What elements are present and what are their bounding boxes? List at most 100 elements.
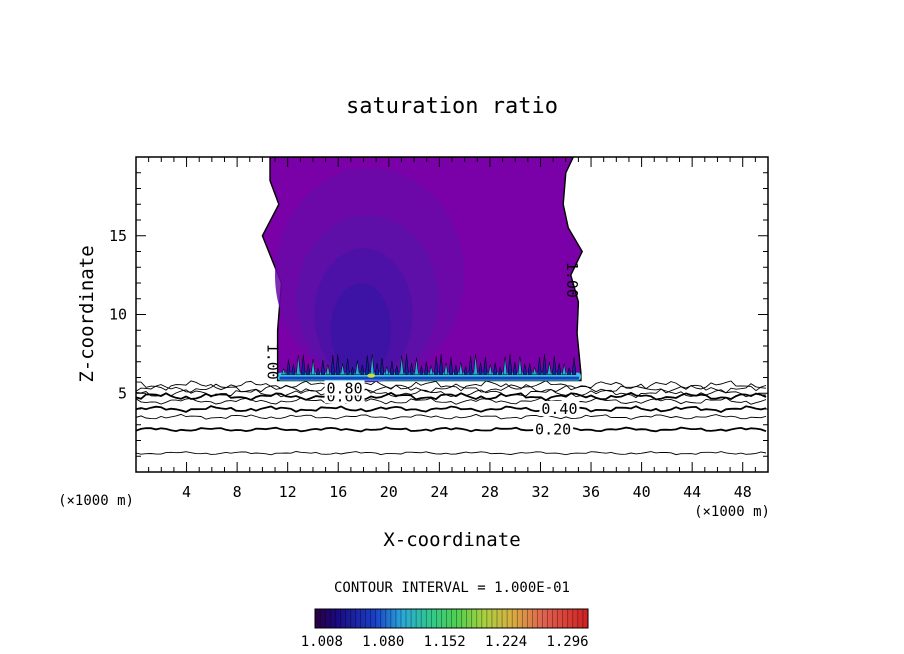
cloud-base-plume (552, 356, 557, 375)
contour-line-0.80 (136, 383, 767, 394)
cloud-base-plume (359, 364, 365, 375)
cloud-base-plume (566, 366, 572, 375)
cloud-base-plume (497, 366, 503, 375)
x-tick-label: 8 (233, 483, 242, 501)
cloud-base-plume (517, 356, 523, 375)
cloud-base-plume (404, 354, 409, 375)
cloud-base-plume (340, 363, 345, 375)
contour-line-0.20 (136, 426, 767, 433)
cloud-base-plume (527, 363, 532, 375)
cloud-base-plume (384, 366, 390, 375)
contour-label-bg (539, 401, 580, 416)
contour-line-0.30 (136, 413, 767, 420)
x-tick-label: 28 (481, 483, 499, 501)
colorbar-tick-label: 1.080 (362, 634, 404, 650)
x-tick-label: 4 (182, 483, 191, 501)
cloud-base-plume (325, 364, 331, 375)
cloud-base-plume (281, 367, 286, 375)
cloud-base-plume (443, 362, 449, 375)
x-tick-label: 40 (633, 483, 651, 501)
x-tick-label: 32 (531, 483, 549, 501)
cloud-base-band (277, 354, 581, 381)
contour-line-0.40 (136, 405, 767, 413)
y-axis-ticks: 5 10 15 (109, 172, 768, 457)
cloud-base-plume (365, 355, 370, 375)
cloud-base-plume (532, 366, 537, 375)
cloud-base-plume (374, 363, 380, 375)
cloud-base-plume (409, 362, 414, 375)
colorbar-tick-label: 1.224 (485, 634, 527, 650)
y-tick-label: 15 (109, 227, 127, 245)
cloud-base-plume (478, 362, 483, 375)
cloud-fill (261, 157, 583, 383)
cloud-base-plume (296, 354, 301, 375)
contour-label-bg (533, 421, 574, 437)
cloud-base-plume (433, 356, 439, 375)
cloud-base-plume (301, 354, 306, 375)
x-axis-label: X-coordinate (383, 529, 520, 551)
x-tick-label: 12 (279, 483, 297, 501)
cloud-base-plume (502, 356, 508, 375)
cloud-base-plume (507, 354, 513, 375)
cloud-base-plume (512, 362, 518, 375)
contour-line-0.60 (136, 391, 767, 402)
cloud-base-plume (547, 362, 552, 375)
contour-line-0.90 (136, 380, 767, 392)
cloud-base-plume (419, 365, 424, 375)
x-axis-ticks: 4 8 12 16 20 24 28 32 36 40 44 48 (148, 157, 756, 501)
cloud-base-plume (428, 365, 434, 375)
contour-line-0.50 (136, 397, 767, 405)
colorbar-tick-label: 1.296 (546, 634, 588, 650)
cloud-base-plume (522, 363, 528, 375)
cloud-level-1.018 (330, 283, 392, 378)
cloud-base-plume (438, 354, 444, 375)
cloud-base-plume (305, 363, 311, 375)
cloud-base-plume (379, 358, 385, 375)
y-axis-label: Z-coordinate (76, 245, 98, 382)
colorbar-tick-label: 1.008 (301, 634, 343, 650)
contour-label: 0.40 (541, 400, 577, 418)
contour-interval-text: CONTOUR INTERVAL = 1.000E-01 (334, 580, 570, 596)
cloud-base-plume (473, 354, 478, 375)
cloud-base-plume (310, 359, 316, 375)
cloud-base-core (279, 376, 579, 380)
contour-line-0.10 (136, 451, 767, 456)
cloud-base-plume (320, 360, 326, 375)
contour-label: 1.00 (563, 262, 581, 298)
cloud-base-plume (350, 366, 355, 375)
x-tick-label: 44 (683, 483, 701, 501)
plot-body (136, 157, 767, 456)
cloud-base-plume (453, 365, 459, 375)
cloud-base-plume (571, 357, 577, 375)
cloud-base-plume (561, 363, 567, 375)
cloud-base-plume (424, 361, 429, 375)
cloud-base-plume (463, 366, 469, 375)
y-tick-label: 10 (109, 306, 127, 324)
cloud-base-plume (542, 354, 547, 375)
cloud-base-plume (330, 355, 336, 375)
x-tick-label: 24 (430, 483, 448, 501)
cloud-base-plume (487, 364, 493, 375)
cloud-base-plume (483, 356, 488, 375)
colorbar-stripes (319, 609, 584, 628)
contour-label: 1.00 (264, 344, 282, 380)
cloud-max-spot (367, 373, 376, 378)
y-tick-label: 5 (118, 384, 127, 402)
cloud-base-plume (286, 359, 291, 375)
cloud-base-plume (389, 361, 395, 375)
cloud-base-plume (414, 357, 419, 375)
x-tick-label: 36 (582, 483, 600, 501)
cloud-base-plume (492, 362, 498, 375)
cloud-base-plume (345, 358, 350, 375)
cloud-base-plume (399, 355, 404, 375)
cloud-base-plume (556, 363, 562, 375)
contour-label: 0.20 (535, 420, 571, 438)
colorbar-tick-label: 1.152 (424, 634, 466, 650)
cloud-base-plume (468, 356, 473, 375)
x-tick-label: 20 (380, 483, 398, 501)
cloud-base-plume (458, 362, 464, 375)
cloud-base-plume (335, 354, 340, 375)
cloud-base-plume (394, 365, 400, 375)
x-tick-label: 16 (329, 483, 347, 501)
